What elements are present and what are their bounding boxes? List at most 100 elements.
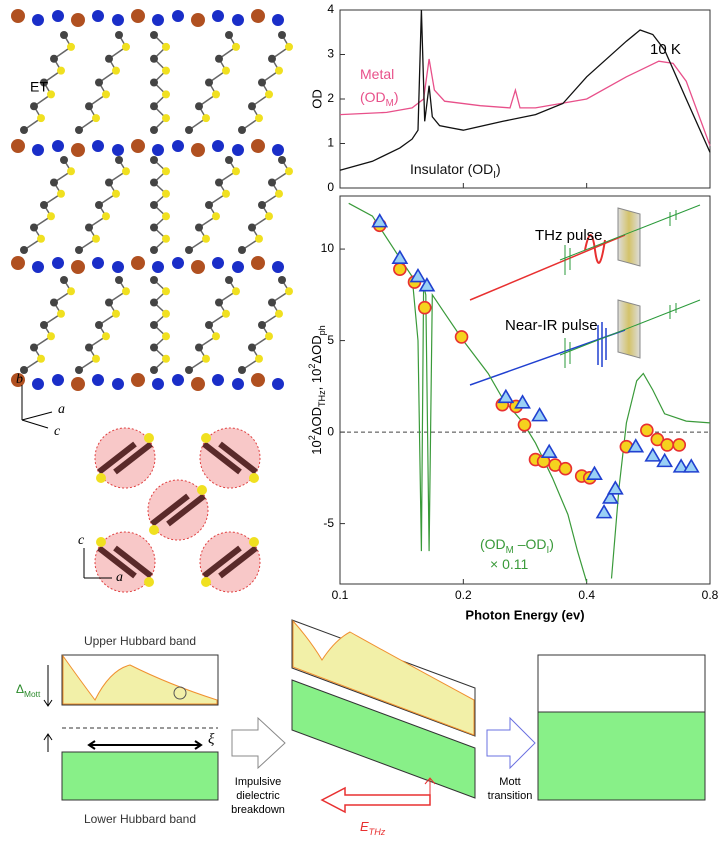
atom [150, 223, 158, 232]
dimer [147, 479, 209, 541]
atom [30, 223, 38, 232]
atom [172, 257, 184, 269]
atom [195, 343, 203, 352]
y-tick-label: -5 [323, 516, 334, 530]
atom [205, 78, 213, 87]
step-label: Mott [499, 776, 520, 788]
atom [71, 13, 85, 27]
atom [212, 90, 220, 99]
atom [150, 246, 158, 254]
atom [191, 260, 205, 274]
atom [115, 31, 123, 39]
atom [92, 257, 104, 269]
series-label: Insulator (ODI) [410, 161, 501, 181]
atom [238, 246, 246, 254]
y-tick-label: 1 [327, 136, 334, 150]
atom [30, 343, 38, 352]
axis-c: c [78, 533, 85, 548]
atom [225, 276, 233, 284]
atom [215, 298, 223, 307]
atom [131, 139, 145, 153]
pulse-inset [469, 204, 701, 386]
molecule [97, 441, 137, 475]
atom [278, 156, 286, 164]
atom [11, 139, 25, 153]
atom [20, 246, 28, 254]
triangle-marker [672, 458, 690, 473]
atom [185, 246, 193, 254]
atom [201, 577, 211, 587]
atom [265, 332, 273, 341]
atom [115, 156, 123, 164]
atom [150, 126, 158, 134]
atom [232, 42, 240, 51]
triangle-marker [531, 407, 548, 422]
atom [162, 287, 170, 296]
atom [60, 276, 68, 284]
atom [75, 366, 83, 374]
atom [75, 246, 83, 254]
atom [251, 9, 265, 23]
atom [150, 54, 158, 63]
text-part: 2 [307, 435, 317, 440]
dimer [199, 427, 261, 489]
atom [85, 343, 93, 352]
text-part: ΔOD [309, 407, 324, 435]
atom [185, 366, 193, 374]
atom [85, 223, 93, 232]
atom [191, 143, 205, 157]
triangle-marker [595, 504, 613, 519]
atom [285, 167, 293, 176]
atom [32, 261, 44, 273]
atom [57, 309, 65, 318]
atom [105, 298, 113, 307]
atom [232, 261, 244, 273]
atom [152, 378, 164, 390]
text-part: ph [317, 325, 327, 335]
atom [172, 374, 184, 386]
atom [248, 102, 256, 111]
triangle-marker [514, 394, 531, 409]
atom [212, 257, 224, 269]
atom [272, 378, 284, 390]
atom [232, 14, 244, 26]
atom [105, 54, 113, 63]
atom [172, 140, 184, 152]
text-part: M [386, 98, 394, 109]
molecule [113, 441, 153, 475]
atom [255, 354, 263, 363]
atom [162, 90, 170, 99]
atom [195, 102, 203, 111]
atom [144, 577, 154, 587]
upper-band-label: Upper Hubbard band [84, 634, 196, 648]
atom [162, 42, 170, 51]
triangle-marker [644, 447, 662, 462]
plot-frame [339, 195, 711, 585]
atom [162, 167, 170, 176]
triangle-marker [627, 438, 645, 453]
atom [238, 126, 246, 134]
atom [232, 167, 240, 176]
atom [162, 114, 170, 123]
circle-marker [672, 438, 687, 452]
atom [225, 156, 233, 164]
atom [150, 343, 158, 352]
text-part: Mott [24, 689, 41, 699]
circle-marker [640, 423, 654, 438]
lower-band-label: Lower Hubbard band [84, 812, 196, 826]
triangle-marker [391, 249, 409, 265]
atom [212, 212, 220, 221]
atom [150, 178, 158, 187]
text-part: ) [549, 536, 554, 552]
atom [57, 66, 65, 75]
atom [152, 14, 164, 26]
atom [52, 374, 64, 386]
atom [95, 321, 103, 329]
atom [40, 321, 48, 329]
atom [92, 234, 100, 243]
x-tick-label: 0.8 [702, 588, 719, 602]
atom [37, 234, 45, 243]
atom [251, 256, 265, 270]
molecule [218, 545, 258, 579]
atom [92, 374, 104, 386]
